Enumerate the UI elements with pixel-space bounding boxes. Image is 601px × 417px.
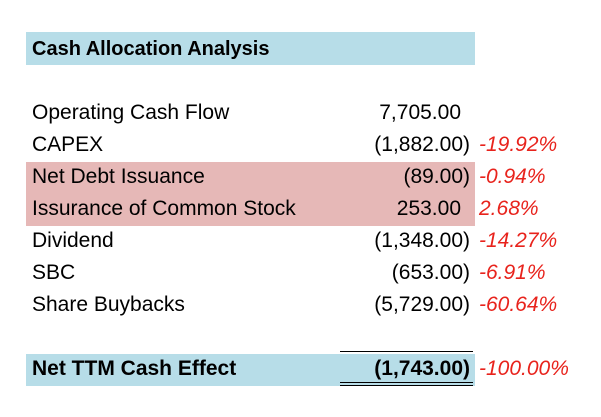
row-value: 7,705.00 (379, 101, 461, 124)
total-double-underline-upper (340, 382, 473, 383)
total-top-rule (340, 351, 473, 352)
table-row: Issurance of Common Stock 253.00 2.68% (0, 194, 601, 226)
total-label: Net TTM Cash Effect (32, 357, 237, 380)
row-label: Operating Cash Flow (32, 101, 230, 124)
table-row: CAPEX (1,882.00) -19.92% (0, 130, 601, 162)
title-band (26, 32, 475, 65)
row-percent: 2.68% (479, 197, 539, 220)
row-percent: -6.91% (479, 261, 546, 284)
row-value: (1,882.00) (374, 133, 470, 156)
row-value: (89.00) (403, 165, 470, 188)
row-value: (5,729.00) (374, 293, 470, 316)
total-band (26, 354, 475, 386)
total-double-underline-lower (340, 385, 473, 386)
total-percent: -100.00% (479, 357, 569, 380)
row-label: SBC (32, 261, 76, 284)
row-label: Net Debt Issuance (32, 165, 205, 188)
table-row: Net Debt Issuance (89.00) -0.94% (0, 162, 601, 194)
row-percent: -19.92% (479, 133, 558, 156)
row-label: Share Buybacks (32, 293, 185, 316)
row-percent: -0.94% (479, 165, 546, 188)
page-title: Cash Allocation Analysis (32, 38, 270, 60)
row-label: CAPEX (32, 133, 104, 156)
table-row: SBC (653.00) -6.91% (0, 258, 601, 290)
table-row: Share Buybacks (5,729.00) -60.64% (0, 290, 601, 322)
row-value: (653.00) (391, 261, 470, 284)
row-percent: -60.64% (479, 293, 558, 316)
highlight-band (26, 162, 475, 226)
table-row: Operating Cash Flow 7,705.00 (0, 98, 601, 130)
row-percent: -14.27% (479, 229, 558, 252)
row-label: Issurance of Common Stock (32, 197, 296, 220)
total-row: Net TTM Cash Effect (1,743.00) -100.00% (0, 354, 601, 386)
row-value: (1,348.00) (374, 229, 470, 252)
row-label: Dividend (32, 229, 114, 252)
total-value: (1,743.00) (374, 357, 470, 380)
row-value: 253.00 (396, 197, 461, 220)
table-row: Dividend (1,348.00) -14.27% (0, 226, 601, 258)
